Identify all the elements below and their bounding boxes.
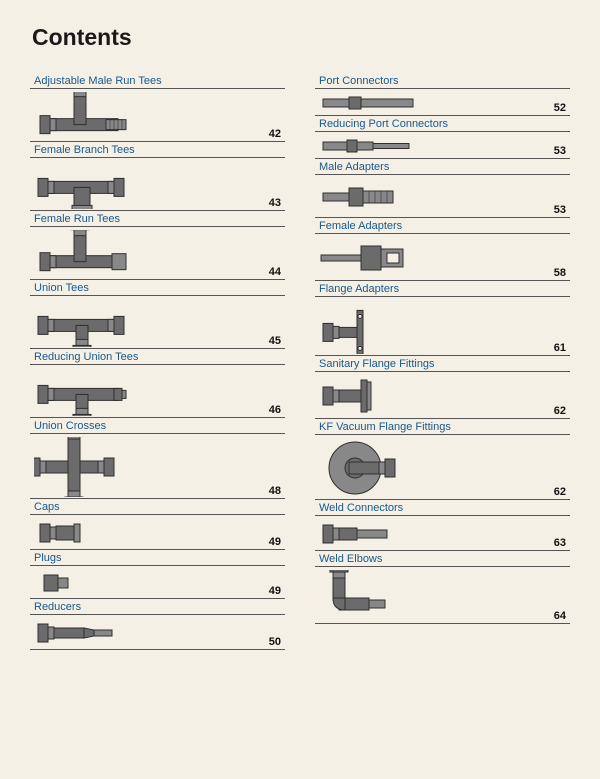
toc-entry-page: 61	[554, 342, 566, 354]
columns-container: Adjustable Male Run Tees 42 Female Branch …	[30, 73, 570, 650]
toc-entry-body: 62	[315, 435, 570, 500]
toc-entry-label: Port Connectors	[315, 73, 570, 89]
toc-entry-body: 48	[30, 434, 285, 499]
toc-entry: Weld Elbows 64	[315, 551, 570, 624]
toc-entry-label: Female Run Tees	[30, 211, 285, 227]
fitting-icon	[34, 618, 281, 648]
fitting-icon	[34, 299, 281, 347]
toc-entry: Adjustable Male Run Tees 42	[30, 73, 285, 142]
toc-entry: KF Vacuum Flange Fittings 62	[315, 419, 570, 500]
toc-entry-page: 46	[269, 404, 281, 416]
toc-entry-body: 52	[315, 89, 570, 116]
toc-entry-label: Reducing Union Tees	[30, 349, 285, 365]
toc-entry-body: 49	[30, 515, 285, 550]
page-title: Contents	[32, 24, 570, 51]
toc-entry-body: 46	[30, 365, 285, 418]
toc-entry-label: Male Adapters	[315, 159, 570, 175]
toc-entry: Union Crosses 48	[30, 418, 285, 499]
toc-entry: Sanitary Flange Fittings 62	[315, 356, 570, 419]
toc-entry: Weld Connectors 63	[315, 500, 570, 551]
toc-entry-page: 49	[269, 585, 281, 597]
toc-entry-page: 50	[269, 636, 281, 648]
toc-entry-body: 63	[315, 516, 570, 551]
page: Contents Adjustable Male Run Tees 42 Femal…	[0, 0, 600, 670]
toc-entry: Female Run Tees 44	[30, 211, 285, 280]
toc-entry-page: 49	[269, 536, 281, 548]
toc-entry-body: 43	[30, 158, 285, 211]
toc-entry: Female Adapters 58	[315, 218, 570, 281]
toc-entry-body: 53	[315, 175, 570, 218]
toc-entry-label: Adjustable Male Run Tees	[30, 73, 285, 89]
toc-entry-label: Weld Elbows	[315, 551, 570, 567]
fitting-icon	[319, 519, 566, 549]
toc-entry: Plugs 49	[30, 550, 285, 599]
toc-entry-body: 45	[30, 296, 285, 349]
toc-entry: Union Tees 45	[30, 280, 285, 349]
fitting-icon	[319, 570, 566, 622]
fitting-icon	[34, 230, 281, 278]
fitting-icon	[34, 92, 281, 140]
fitting-icon	[34, 161, 281, 209]
toc-entry: Reducing Port Connectors 53	[315, 116, 570, 159]
toc-entry-label: Flange Adapters	[315, 281, 570, 297]
toc-entry-body: 64	[315, 567, 570, 624]
toc-entry: Port Connectors 52	[315, 73, 570, 116]
column-right: Port Connectors 52 Reducing Port Connector…	[315, 73, 570, 650]
fitting-icon	[34, 518, 281, 548]
toc-entry-body: 61	[315, 297, 570, 356]
toc-entry-label: Weld Connectors	[315, 500, 570, 516]
toc-entry-label: Reducing Port Connectors	[315, 116, 570, 132]
toc-entry-label: Female Adapters	[315, 218, 570, 234]
fitting-icon	[34, 368, 281, 416]
toc-entry-label: Union Crosses	[30, 418, 285, 434]
fitting-icon	[319, 300, 566, 354]
toc-entry-page: 62	[554, 486, 566, 498]
toc-entry-label: Caps	[30, 499, 285, 515]
toc-entry: Female Branch Tees 43	[30, 142, 285, 211]
toc-entry: Flange Adapters 61	[315, 281, 570, 356]
toc-entry: Caps 49	[30, 499, 285, 550]
fitting-icon	[319, 375, 566, 417]
toc-entry: Reducing Union Tees 46	[30, 349, 285, 418]
toc-entry-body: 53	[315, 132, 570, 159]
toc-entry-label: KF Vacuum Flange Fittings	[315, 419, 570, 435]
toc-entry-page: 45	[269, 335, 281, 347]
toc-entry-page: 43	[269, 197, 281, 209]
toc-entry-page: 42	[269, 128, 281, 140]
toc-entry-body: 58	[315, 234, 570, 281]
fitting-icon	[319, 92, 566, 114]
toc-entry-page: 44	[269, 266, 281, 278]
toc-entry-body: 50	[30, 615, 285, 650]
toc-entry-label: Plugs	[30, 550, 285, 566]
toc-entry-body: 44	[30, 227, 285, 280]
fitting-icon	[319, 178, 566, 216]
toc-entry: Male Adapters 53	[315, 159, 570, 218]
fitting-icon	[34, 569, 281, 597]
toc-entry-label: Sanitary Flange Fittings	[315, 356, 570, 372]
fitting-icon	[319, 237, 566, 279]
fitting-icon	[319, 438, 566, 498]
toc-entry-page: 52	[554, 102, 566, 114]
toc-entry: Reducers 50	[30, 599, 285, 650]
fitting-icon	[34, 437, 281, 497]
fitting-icon	[319, 135, 566, 157]
toc-entry-label: Union Tees	[30, 280, 285, 296]
column-left: Adjustable Male Run Tees 42 Female Branch …	[30, 73, 285, 650]
toc-entry-page: 63	[554, 537, 566, 549]
toc-entry-label: Reducers	[30, 599, 285, 615]
toc-entry-body: 42	[30, 89, 285, 142]
toc-entry-page: 48	[269, 485, 281, 497]
toc-entry-page: 53	[554, 145, 566, 157]
toc-entry-body: 49	[30, 566, 285, 599]
toc-entry-page: 64	[554, 610, 566, 622]
toc-entry-label: Female Branch Tees	[30, 142, 285, 158]
toc-entry-page: 58	[554, 267, 566, 279]
toc-entry-page: 53	[554, 204, 566, 216]
toc-entry-page: 62	[554, 405, 566, 417]
toc-entry-body: 62	[315, 372, 570, 419]
